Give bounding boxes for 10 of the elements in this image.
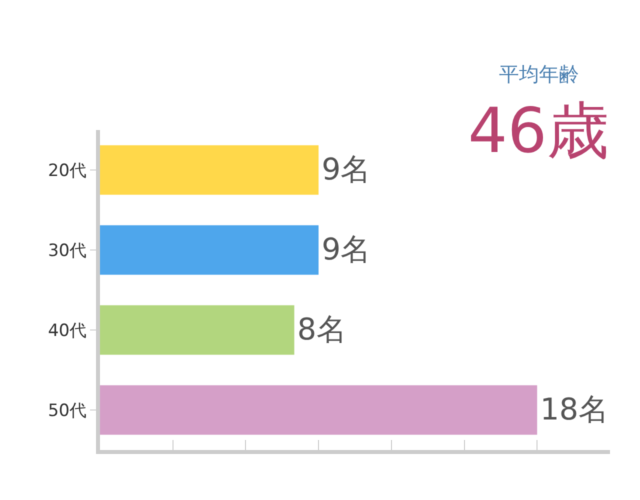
- data-label: 8名: [297, 312, 346, 348]
- text: 平均年齢: [499, 62, 579, 86]
- data-label: 18名: [540, 392, 608, 428]
- data-label: 9名: [322, 232, 371, 268]
- y-tick-label: 30代: [48, 240, 87, 261]
- y-tick-label: 20代: [48, 160, 87, 181]
- y-tick-label: 40代: [48, 320, 87, 341]
- annotation: 46歳: [468, 94, 609, 167]
- data-label: 9名: [322, 152, 371, 188]
- y-tick-label: 50代: [48, 400, 87, 421]
